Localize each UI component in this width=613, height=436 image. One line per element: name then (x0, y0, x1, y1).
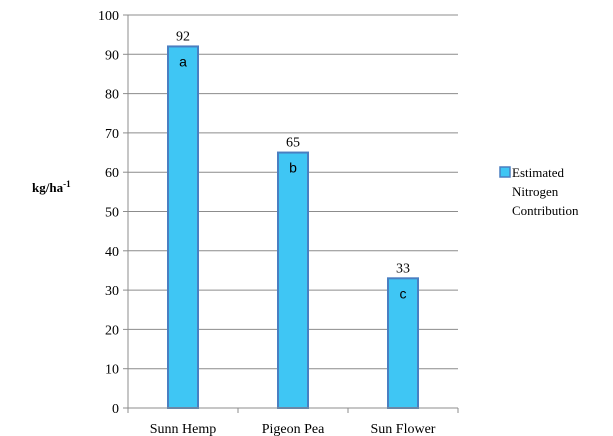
y-tick-label-60: 60 (105, 166, 119, 181)
y-tick-label-20: 20 (105, 323, 119, 338)
data-label-2: 33 (396, 261, 410, 276)
y-tick-label-50: 50 (105, 206, 119, 221)
legend-entry: Estimated Nitrogen Contribution (512, 165, 579, 218)
bar-pigeon-pea (277, 151, 309, 409)
y-axis-label-superscript: -1 (63, 179, 71, 189)
category-label-2: Sun Flower (371, 422, 436, 436)
y-tick-label-0: 0 (112, 402, 119, 417)
category-label-0: Sunn Hemp (150, 422, 217, 436)
legend: Estimated Nitrogen Contribution (499, 165, 579, 218)
category-label-1: Pigeon Pea (262, 422, 325, 436)
y-tick-label-80: 80 (105, 88, 119, 103)
axes (123, 14, 459, 413)
y-tick-label-90: 90 (105, 48, 119, 63)
legend-swatch (499, 166, 511, 178)
significance-letter-2: c (400, 285, 407, 301)
y-tick-label-70: 70 (105, 127, 119, 142)
y-tick-label-40: 40 (105, 245, 119, 260)
y-tick-label-10: 10 (105, 363, 119, 378)
bars (167, 45, 419, 409)
data-label-1: 65 (286, 136, 300, 151)
data-label-0: 92 (176, 29, 190, 44)
y-tick-label-100: 100 (98, 9, 119, 24)
bar-sunn-hemp (167, 45, 199, 409)
y-tick-label-30: 30 (105, 284, 119, 299)
legend-line-2: Nitrogen (512, 184, 559, 199)
significance-letter-0: a (179, 53, 187, 69)
legend-line-1: Estimated (512, 165, 564, 180)
legend-line-3: Contribution (512, 203, 579, 218)
bar-sun-flower (387, 277, 419, 409)
significance-letter-1: b (289, 160, 297, 176)
y-axis-label: kg/ha-1 (32, 179, 71, 195)
labels: 0 10 20 30 40 50 60 70 80 90 100 92 a Sunn Hemp 65 b Pig… (98, 9, 436, 436)
